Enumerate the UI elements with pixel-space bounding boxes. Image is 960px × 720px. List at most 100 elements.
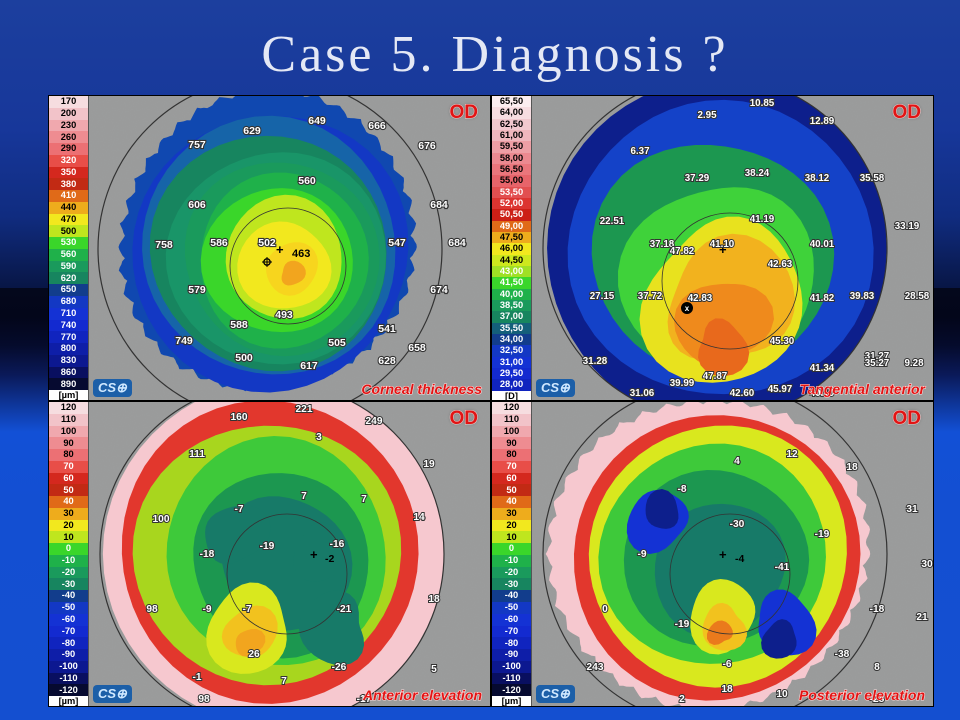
svg-text:579: 579 [188, 284, 206, 296]
svg-text:14: 14 [413, 512, 425, 523]
svg-text:7: 7 [301, 491, 307, 502]
svg-text:111: 111 [189, 449, 205, 460]
svg-text:28.58: 28.58 [905, 291, 930, 302]
svg-text:2: 2 [679, 694, 685, 705]
svg-text:649: 649 [308, 115, 326, 127]
svg-text:42.63: 42.63 [768, 259, 793, 270]
svg-text:31.28: 31.28 [583, 356, 608, 367]
svg-text:749: 749 [175, 335, 193, 347]
svg-text:42.60: 42.60 [730, 388, 755, 399]
svg-text:30: 30 [921, 559, 933, 570]
svg-text:7: 7 [281, 676, 287, 687]
svg-text:-2: -2 [325, 553, 334, 565]
svg-text:-7: -7 [242, 604, 251, 615]
svg-text:588: 588 [230, 319, 248, 331]
svg-text:249: 249 [366, 416, 383, 427]
svg-text:-9: -9 [202, 604, 211, 615]
svg-text:-41: -41 [775, 562, 790, 573]
svg-text:98: 98 [146, 604, 158, 615]
svg-text:8: 8 [874, 662, 880, 673]
svg-text:9.28: 9.28 [904, 358, 924, 369]
svg-text:39.99: 39.99 [670, 378, 695, 389]
svg-text:31: 31 [906, 504, 918, 515]
svg-text:617: 617 [300, 360, 318, 372]
svg-text:-26: -26 [332, 662, 347, 673]
svg-text:39.83: 39.83 [850, 291, 875, 302]
svg-text:41.34: 41.34 [810, 363, 835, 374]
svg-text:-18: -18 [200, 549, 215, 560]
svg-text:676: 676 [418, 140, 436, 152]
svg-text:38.24: 38.24 [745, 168, 770, 179]
svg-text:586: 586 [210, 237, 228, 249]
svg-text:+: + [310, 547, 318, 562]
svg-text:547: 547 [388, 237, 406, 249]
svg-text:98: 98 [198, 694, 210, 705]
svg-text:35.27: 35.27 [865, 358, 890, 369]
svg-text:505: 505 [328, 337, 346, 349]
svg-text:-19: -19 [815, 529, 830, 540]
svg-text:502: 502 [258, 237, 276, 249]
svg-text:19: 19 [423, 459, 435, 470]
svg-text:463: 463 [292, 248, 310, 260]
svg-text:100: 100 [153, 514, 170, 525]
svg-text:33.19: 33.19 [895, 221, 920, 232]
svg-text:+: + [719, 547, 727, 562]
svg-text:42.83: 42.83 [688, 293, 713, 304]
svg-text:-19: -19 [675, 619, 690, 630]
svg-text:541: 541 [378, 323, 396, 335]
svg-text:500: 500 [235, 352, 253, 364]
svg-text:47.82: 47.82 [670, 246, 695, 257]
svg-text:684: 684 [448, 237, 466, 249]
svg-text:21: 21 [916, 612, 928, 623]
svg-text:-7: -7 [234, 504, 243, 515]
svg-text:41.19: 41.19 [750, 214, 775, 225]
svg-text:6.37: 6.37 [630, 146, 650, 157]
svg-text:38.12: 38.12 [805, 173, 830, 184]
svg-text:-6: -6 [722, 659, 731, 670]
svg-text:-9: -9 [637, 549, 646, 560]
svg-text:243: 243 [587, 662, 604, 673]
svg-text:10.85: 10.85 [750, 98, 775, 109]
svg-text:666: 666 [368, 120, 386, 132]
svg-text:12: 12 [786, 449, 798, 460]
svg-text:221: 221 [296, 404, 313, 415]
svg-text:-4: -4 [735, 553, 744, 565]
svg-text:45.97: 45.97 [768, 384, 793, 395]
svg-text:27.15: 27.15 [590, 291, 615, 302]
svg-text:18: 18 [428, 594, 440, 605]
svg-text:3: 3 [316, 432, 322, 443]
svg-text:37.72: 37.72 [638, 291, 663, 302]
svg-text:41.10: 41.10 [710, 239, 735, 250]
svg-text:606: 606 [188, 199, 206, 211]
svg-text:628: 628 [378, 355, 396, 367]
svg-text:18: 18 [721, 684, 733, 695]
svg-text:629: 629 [243, 125, 261, 137]
svg-text:45.30: 45.30 [770, 336, 795, 347]
svg-text:10: 10 [776, 689, 788, 700]
svg-text:493: 493 [275, 309, 293, 321]
svg-text:560: 560 [298, 175, 316, 187]
svg-text:+: + [276, 242, 284, 257]
svg-text:37.29: 37.29 [685, 173, 710, 184]
svg-text:4: 4 [734, 456, 740, 467]
svg-text:22.51: 22.51 [600, 216, 625, 227]
svg-text:12.89: 12.89 [810, 116, 835, 127]
svg-text:18: 18 [846, 462, 858, 473]
svg-text:7: 7 [361, 494, 367, 505]
svg-text:41.82: 41.82 [810, 293, 835, 304]
svg-text:-38: -38 [835, 649, 850, 660]
svg-text:-30: -30 [730, 519, 745, 530]
svg-text:2.95: 2.95 [697, 110, 717, 121]
svg-text:26: 26 [248, 649, 260, 660]
svg-text:x: x [685, 304, 690, 313]
svg-text:658: 658 [408, 342, 426, 354]
svg-text:5: 5 [431, 664, 437, 675]
svg-text:40.01: 40.01 [810, 239, 835, 250]
svg-text:35.58: 35.58 [860, 173, 885, 184]
svg-text:758: 758 [155, 239, 173, 251]
svg-text:757: 757 [188, 139, 206, 151]
svg-text:684: 684 [430, 199, 448, 211]
svg-text:-16: -16 [330, 539, 345, 550]
svg-text:-18: -18 [870, 604, 885, 615]
svg-text:31.06: 31.06 [630, 388, 655, 399]
